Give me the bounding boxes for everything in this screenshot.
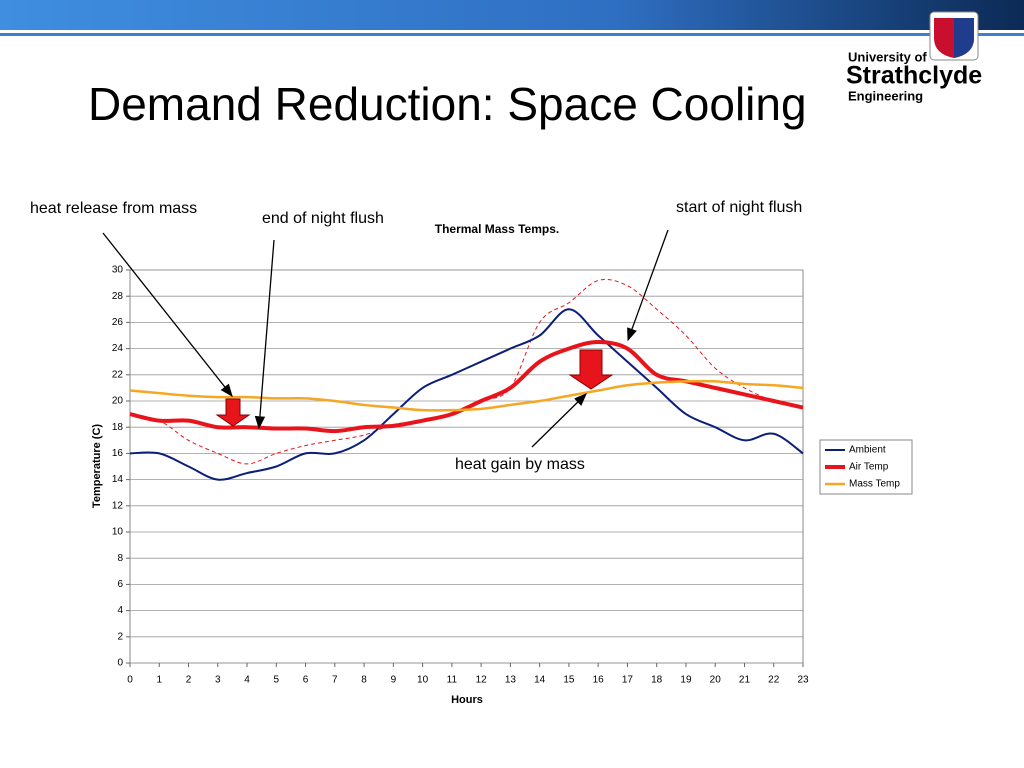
x-tick-label: 22 — [768, 675, 780, 686]
annotation: heat gain by mass — [455, 456, 585, 473]
y-tick-label: 12 — [112, 500, 124, 511]
legend-label: Air Temp — [849, 462, 889, 473]
logo-line: University of — [848, 49, 927, 64]
chart-title: Thermal Mass Temps. — [435, 222, 560, 236]
y-tick-label: 24 — [112, 343, 124, 354]
x-tick-label: 8 — [361, 675, 367, 686]
x-tick-label: 6 — [303, 675, 309, 686]
legend-items: Ambient Air Temp Mass Temp — [825, 445, 900, 490]
series-line — [129, 308, 804, 481]
x-tick-label: 1 — [156, 675, 162, 686]
y-tick-label: 4 — [117, 605, 123, 616]
series-line — [129, 379, 804, 412]
logo: University of Strathclyde Engineering — [846, 11, 982, 103]
y-tick-label: 20 — [112, 396, 124, 407]
y-tick-label: 22 — [112, 369, 124, 380]
legend-label: Mass Temp — [849, 479, 900, 490]
y-tick-label: 26 — [112, 317, 124, 328]
legend-label: Ambient — [849, 445, 886, 456]
x-tick-label: 21 — [739, 675, 751, 686]
plot-area — [129, 269, 804, 664]
header-bar — [0, 0, 1024, 30]
x-tick-label: 0 — [127, 675, 133, 686]
x-tick-label: 23 — [797, 675, 809, 686]
x-tick-label: 14 — [534, 675, 546, 686]
x-tick-label: 20 — [710, 675, 722, 686]
slide-title: Demand Reduction: Space Cooling — [88, 78, 807, 130]
x-tick-label: 15 — [563, 675, 575, 686]
x-tick-label: 7 — [332, 675, 338, 686]
x-tick-label: 4 — [244, 675, 250, 686]
logo-line: Strathclyde — [846, 62, 982, 90]
x-tick-label: 13 — [505, 675, 517, 686]
flow-arrows — [215, 349, 614, 427]
header-rule — [0, 33, 1024, 36]
annotation-arrows — [102, 229, 669, 448]
y-tick-label: 18 — [112, 422, 124, 433]
x-tick-label: 5 — [274, 675, 280, 686]
x-tick-label: 18 — [651, 675, 663, 686]
y-tick-label: 16 — [112, 448, 124, 459]
x-tick-label: 2 — [186, 675, 192, 686]
y-tick-label: 14 — [112, 474, 124, 485]
x-tick-label: 3 — [215, 675, 221, 686]
annotation: end of night flush — [262, 210, 384, 227]
x-tick-label: 11 — [447, 675, 458, 686]
y-tick-label: 28 — [112, 291, 124, 302]
x-tick-label: 12 — [476, 675, 488, 686]
x-tick-label: 9 — [391, 675, 397, 686]
y-tick-label: 2 — [117, 631, 123, 642]
x-tick-label: 19 — [680, 675, 692, 686]
y-tick-label: 8 — [117, 553, 123, 564]
annotation: start of night flush — [676, 199, 802, 216]
y-axis-label: Temperature (C) — [91, 424, 103, 508]
logo-line: Engineering — [848, 88, 923, 103]
y-tick-label: 10 — [112, 527, 124, 538]
y-tick-label: 30 — [112, 265, 124, 276]
x-axis-label: Hours — [451, 694, 483, 706]
y-tick-label: 0 — [117, 658, 123, 669]
annotation: heat release from mass — [30, 200, 197, 217]
x-tick-label: 17 — [622, 675, 634, 686]
x-tick-label: 10 — [417, 675, 429, 686]
x-tick-label: 16 — [593, 675, 605, 686]
y-tick-label: 6 — [117, 579, 123, 590]
